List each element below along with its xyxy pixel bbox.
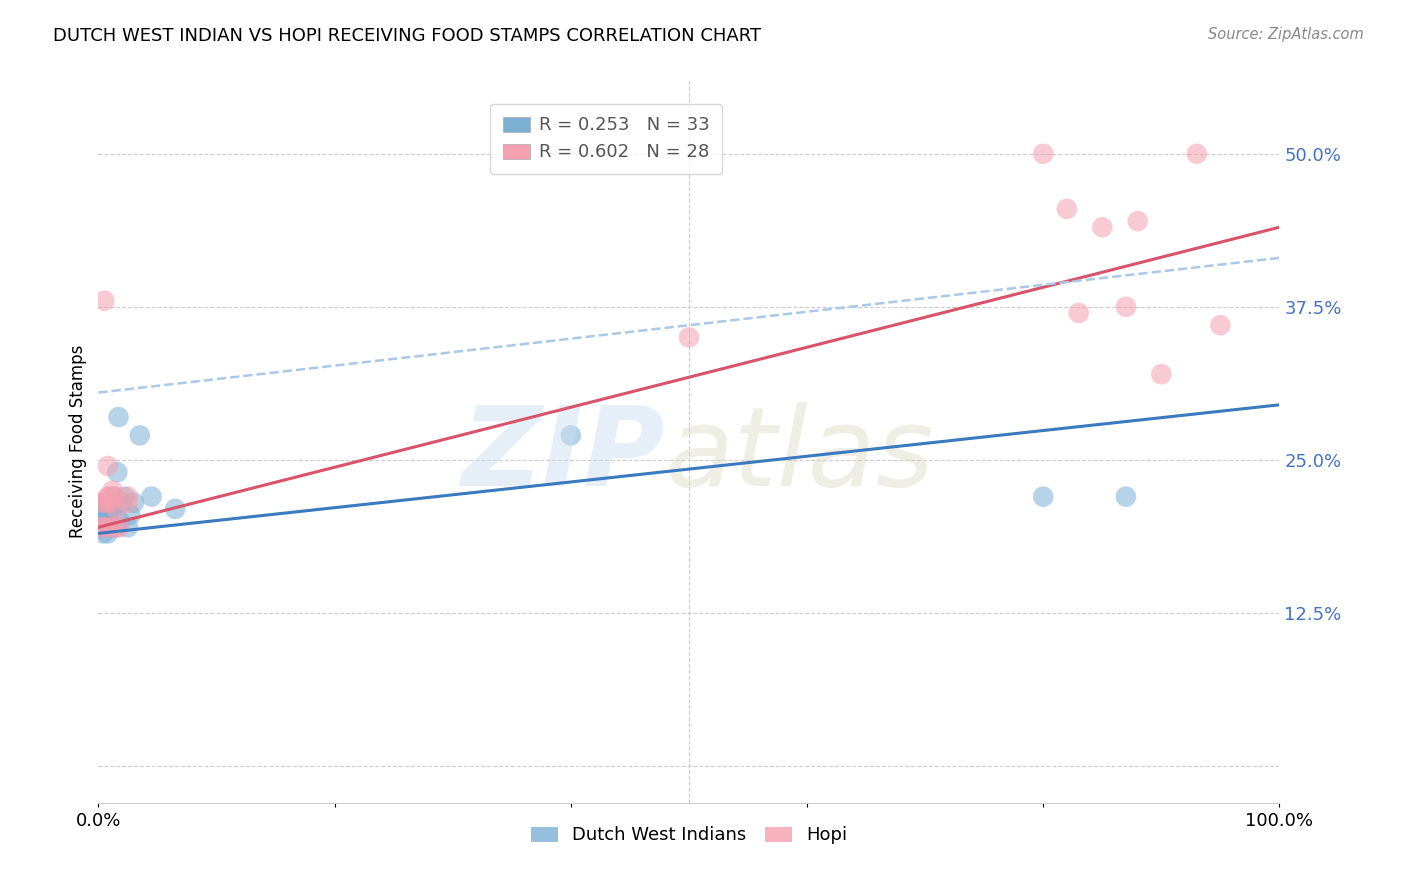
Point	[112, 490, 135, 504]
Point	[101, 502, 124, 516]
Point	[104, 520, 127, 534]
Text: atlas: atlas	[665, 402, 934, 509]
Text: ZIP: ZIP	[461, 402, 665, 509]
Point	[97, 508, 120, 522]
Point	[91, 496, 114, 510]
Point	[98, 490, 121, 504]
Point	[97, 458, 120, 473]
Point	[117, 490, 139, 504]
Point	[94, 496, 117, 510]
Point	[1115, 490, 1137, 504]
Point	[105, 520, 128, 534]
Point	[91, 520, 114, 534]
Point	[1032, 146, 1054, 161]
Y-axis label: Receiving Food Stamps: Receiving Food Stamps	[69, 345, 87, 538]
Text: DUTCH WEST INDIAN VS HOPI RECEIVING FOOD STAMPS CORRELATION CHART: DUTCH WEST INDIAN VS HOPI RECEIVING FOOD…	[53, 27, 762, 45]
Point	[1091, 220, 1114, 235]
Point	[111, 496, 134, 510]
Point	[93, 508, 115, 522]
Point	[1185, 146, 1208, 161]
Point	[1115, 300, 1137, 314]
Point	[91, 520, 114, 534]
Point	[98, 508, 121, 522]
Point	[93, 496, 115, 510]
Point	[103, 490, 125, 504]
Point	[98, 520, 121, 534]
Point	[103, 490, 125, 504]
Point	[107, 410, 129, 425]
Point	[117, 520, 139, 534]
Point	[98, 502, 121, 516]
Point	[1056, 202, 1078, 216]
Point	[1032, 490, 1054, 504]
Point	[128, 428, 150, 442]
Point	[100, 520, 122, 534]
Point	[101, 483, 124, 498]
Point	[1126, 214, 1149, 228]
Point	[90, 520, 112, 534]
Point	[108, 520, 131, 534]
Point	[100, 520, 122, 534]
Point	[1067, 306, 1090, 320]
Point	[1209, 318, 1232, 333]
Point	[91, 508, 114, 522]
Point	[94, 508, 117, 522]
Point	[122, 496, 145, 510]
Point	[105, 496, 128, 510]
Point	[94, 520, 117, 534]
Point	[120, 508, 142, 522]
Point	[97, 490, 120, 504]
Point	[93, 293, 115, 308]
Point	[105, 465, 128, 479]
Point	[165, 502, 187, 516]
Point	[141, 490, 163, 504]
Point	[96, 514, 118, 528]
Point	[96, 520, 118, 534]
Point	[97, 526, 120, 541]
Point	[678, 330, 700, 344]
Point	[98, 496, 121, 510]
Point	[108, 514, 131, 528]
Point	[117, 496, 139, 510]
Text: Source: ZipAtlas.com: Source: ZipAtlas.com	[1208, 27, 1364, 42]
Point	[105, 502, 128, 516]
Point	[91, 526, 114, 541]
Point	[98, 496, 121, 510]
Legend: Dutch West Indians, Hopi: Dutch West Indians, Hopi	[523, 819, 855, 852]
Point	[560, 428, 582, 442]
Point	[1150, 367, 1173, 381]
